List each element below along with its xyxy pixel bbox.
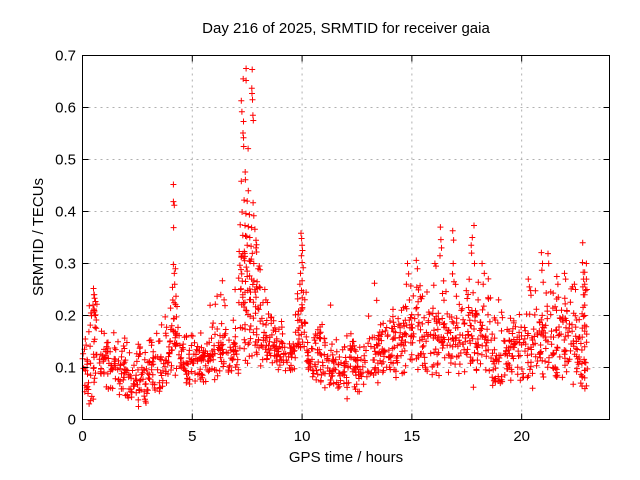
x-tick-label: 0 <box>78 428 86 445</box>
x-tick-label: 20 <box>513 428 530 445</box>
x-axis-label: GPS time / hours <box>289 449 403 466</box>
y-tick-label: 0.2 <box>55 308 76 325</box>
chart-title: Day 216 of 2025, SRMTID for receiver gai… <box>202 20 490 37</box>
x-tick-labels: 0 5 10 15 20 <box>78 428 530 445</box>
y-tick-label: 0.6 <box>55 100 76 117</box>
y-tick-label: 0 <box>68 412 76 429</box>
plot-border <box>82 55 610 420</box>
y-tick-label: 0.1 <box>55 360 76 377</box>
y-tick-labels: 0 0.1 0.2 0.3 0.4 0.5 0.6 0.7 <box>55 48 76 429</box>
data-points <box>79 65 591 410</box>
x-tick-label: 5 <box>188 428 196 445</box>
y-tick-label: 0.7 <box>55 48 76 65</box>
y-tick-label: 0.3 <box>55 256 76 273</box>
y-tick-label: 0.5 <box>55 152 76 169</box>
tick-marks <box>82 55 610 420</box>
x-tick-label: 10 <box>294 428 311 445</box>
x-tick-label: 15 <box>404 428 421 445</box>
y-tick-label: 0.4 <box>55 204 76 221</box>
y-axis-label: SRMTID / TECUs <box>30 178 47 296</box>
